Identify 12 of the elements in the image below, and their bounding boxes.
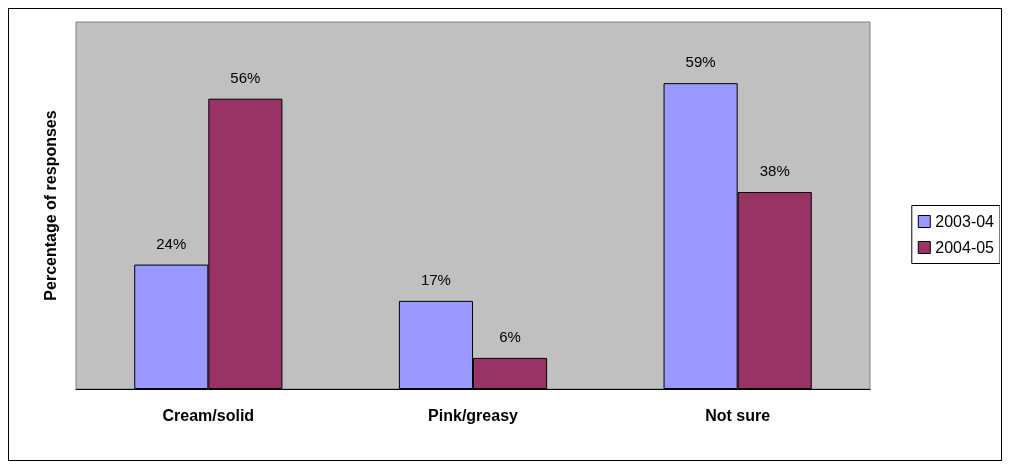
- data-label: 56%: [230, 68, 261, 86]
- legend-label: 2003-04: [935, 213, 995, 230]
- x-tick-label: Cream/solid: [162, 406, 255, 424]
- y-axis-title: Percentage of responses: [41, 110, 59, 301]
- data-label: 17%: [420, 270, 451, 288]
- data-label: 6%: [499, 327, 521, 345]
- data-label: 38%: [759, 162, 790, 180]
- legend-label: 2004-05: [935, 239, 995, 256]
- x-tick-label: Not sure: [705, 406, 771, 424]
- data-label: 59%: [685, 53, 716, 71]
- data-label: 24%: [156, 234, 187, 252]
- x-tick-label: Pink/greasy: [428, 406, 519, 424]
